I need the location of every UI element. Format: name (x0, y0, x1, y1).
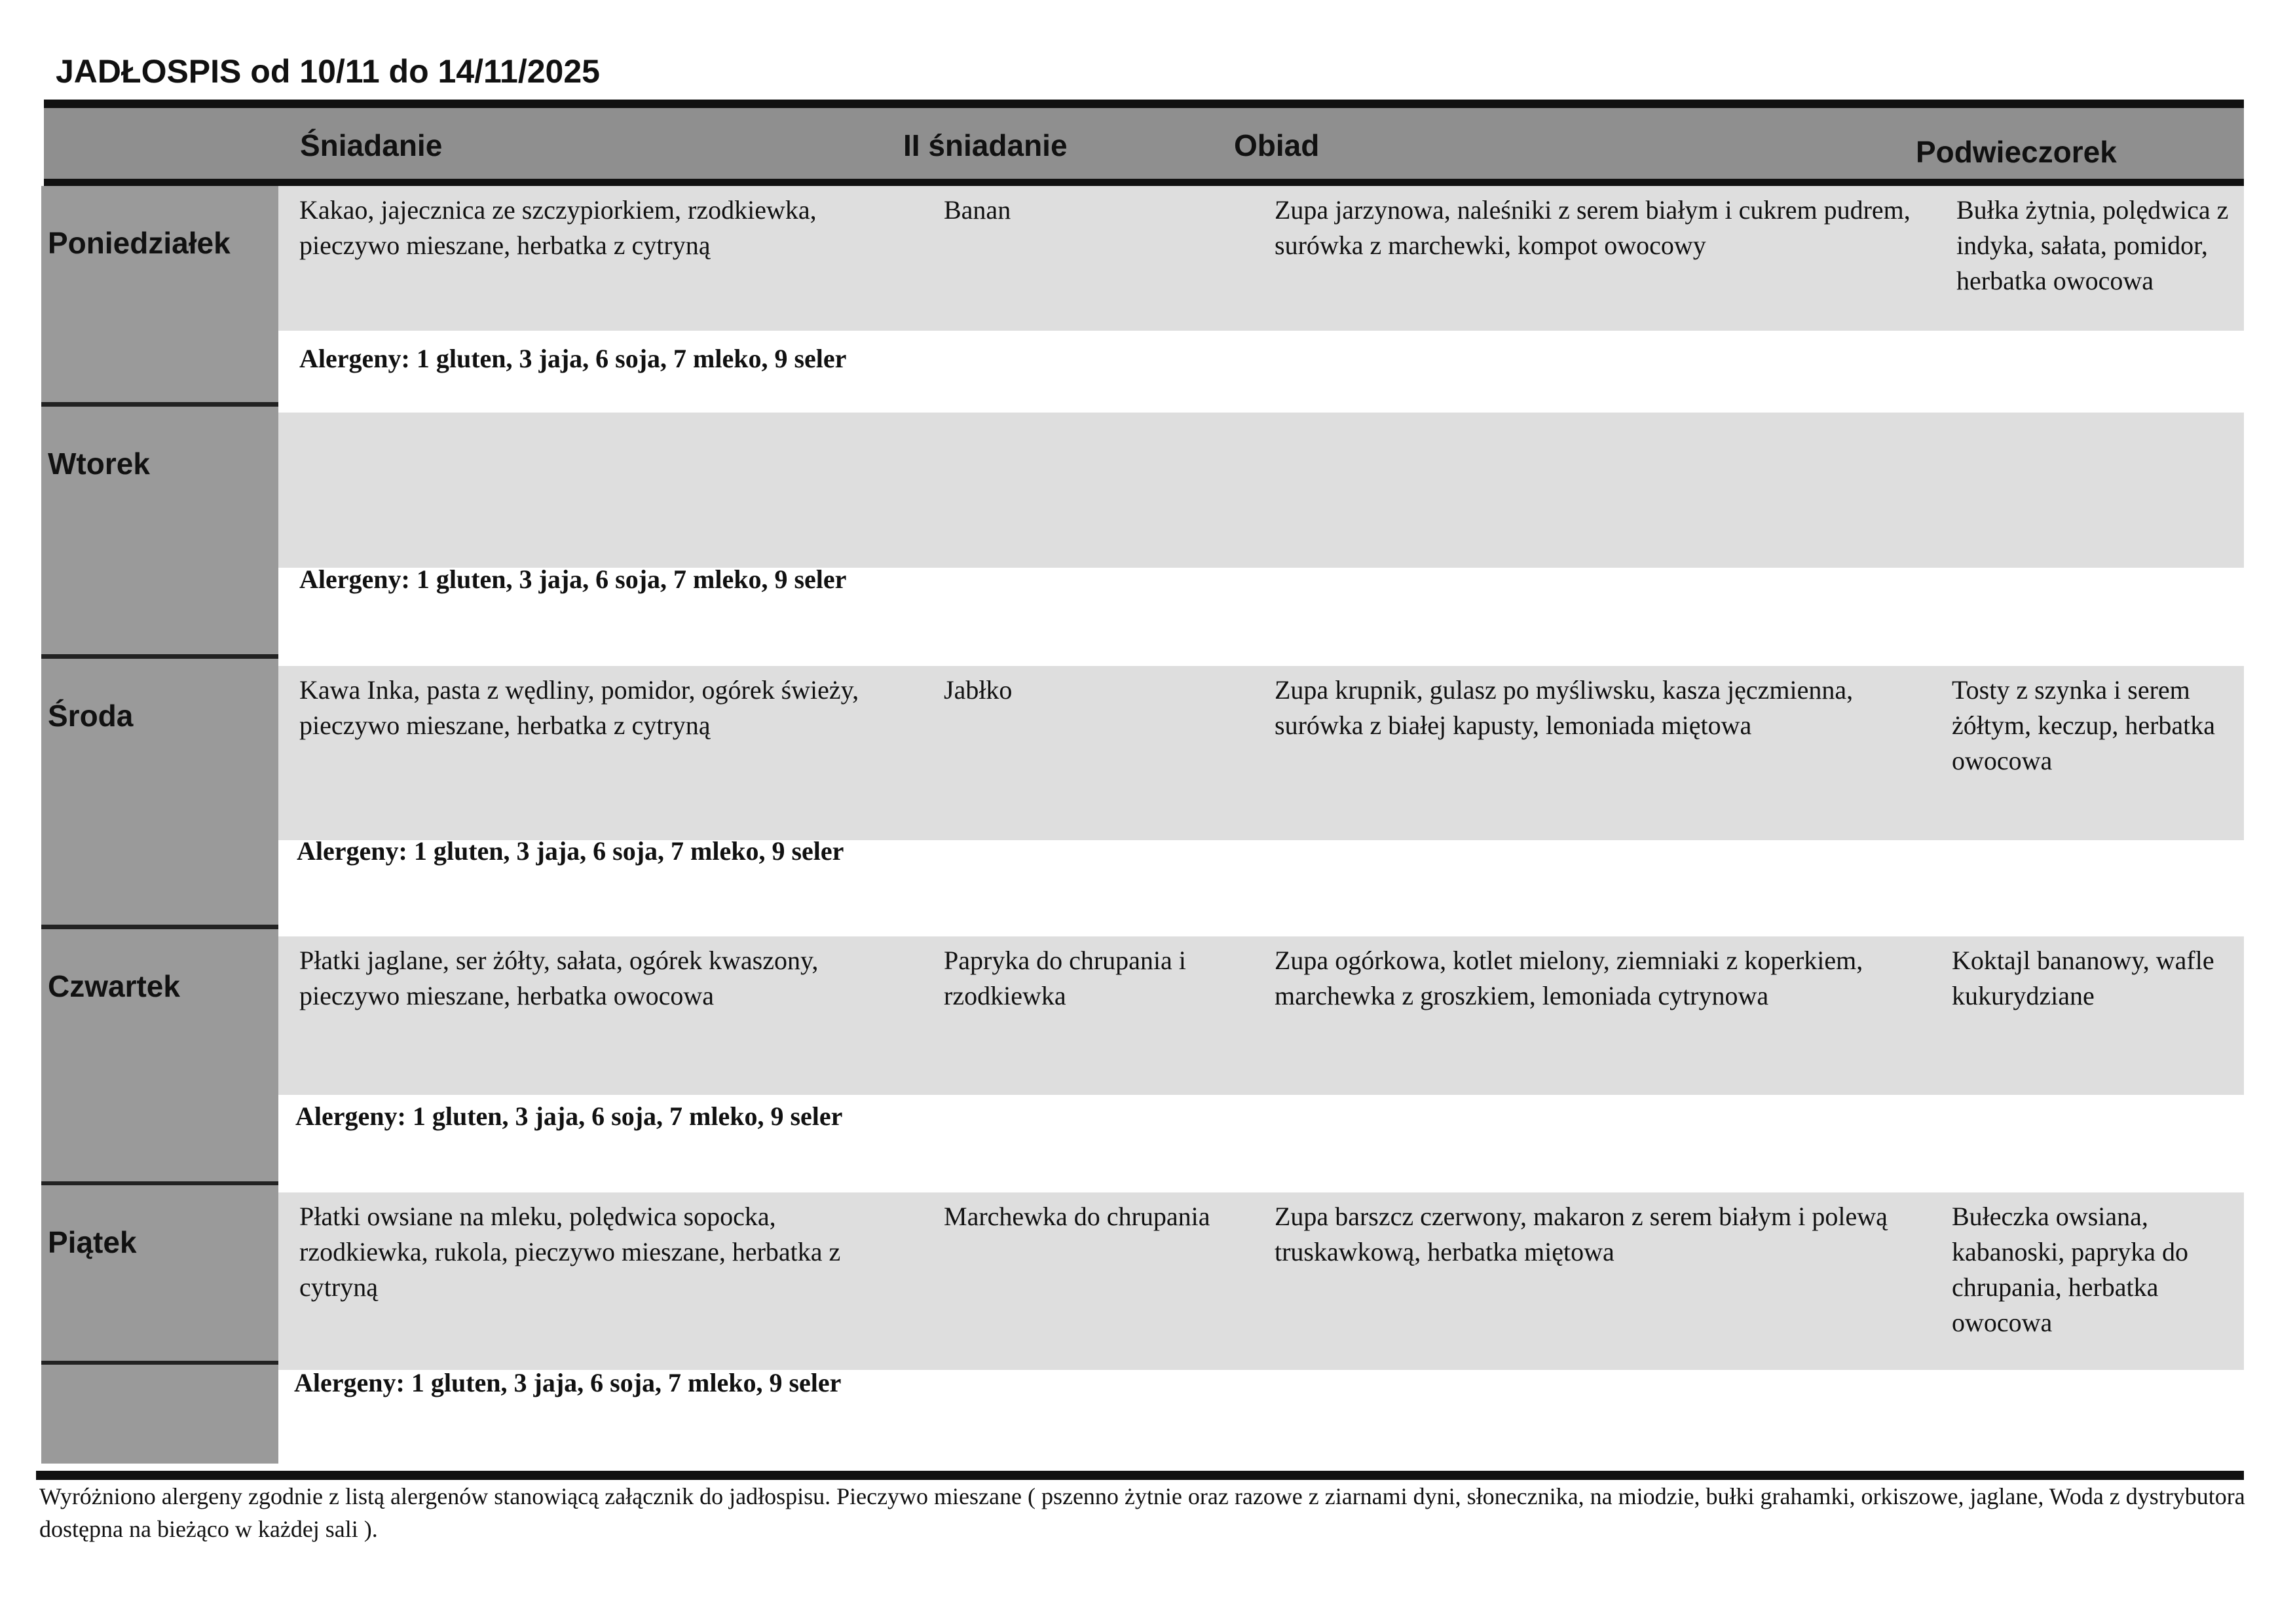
allergens: Alergeny: 1 gluten, 3 jaja, 6 soja, 7 ml… (299, 344, 847, 373)
day-cell: Środa (41, 659, 278, 925)
page-title: JADŁOSPIS od 10/11 do 14/11/2025 (56, 53, 600, 90)
meal-band: Płatki jaglane, ser żółty, sałata, ogóre… (278, 936, 2244, 1095)
row-divider (41, 654, 278, 659)
cell-podwieczorek: Bułka żytnia, polędwica z indyka, sałata… (1956, 195, 2229, 295)
header-rule (44, 179, 2244, 186)
header-sniadanie: Śniadanie (300, 128, 443, 162)
cell-sniadanie: Płatki owsiane na mleku, polędwica sopoc… (299, 1202, 841, 1302)
cell-ii-sniadanie: Marchewka do chrupania (944, 1202, 1210, 1231)
day-cell: Czwartek (41, 929, 278, 1181)
cell-ii-sniadanie: Banan (944, 195, 1011, 225)
cell-obiad: Zupa jarzynowa, naleśniki z serem białym… (1275, 195, 1911, 260)
table-header: Śniadanie II śniadanie Obiad Podwieczore… (44, 108, 2244, 179)
meal-band: Płatki owsiane na mleku, polędwica sopoc… (278, 1192, 2244, 1370)
cell-ii-sniadanie: Papryka do chrupania i rzodkiewka (944, 946, 1186, 1010)
allergens: Alergeny: 1 gluten, 3 jaja, 6 soja, 7 ml… (299, 564, 847, 594)
day-label: Piątek (48, 1225, 137, 1259)
day-label: Środa (48, 699, 134, 733)
allergens: Alergeny: 1 gluten, 3 jaja, 6 soja, 7 ml… (294, 1368, 842, 1397)
day-cell: Piątek (41, 1185, 278, 1464)
cell-podwieczorek: Bułeczka owsiana, kabanoski, papryka do … (1952, 1202, 2189, 1337)
row-divider (41, 1361, 278, 1365)
footer-note: Wyróżniono alergeny zgodnie z listą aler… (39, 1483, 2245, 1542)
meal-band (278, 413, 2244, 568)
table-row: Środa Kawa Inka, pasta z wędliny, pomido… (41, 659, 2244, 929)
day-label: Czwartek (48, 969, 180, 1003)
day-label: Poniedziałek (48, 226, 231, 260)
header-ii-sniadanie: II śniadanie (903, 128, 1068, 162)
cell-obiad: Zupa barszcz czerwony, makaron z serem b… (1275, 1202, 1888, 1266)
table-row: Piątek Płatki owsiane na mleku, polędwic… (41, 1185, 2244, 1464)
table-row: Wtorek Alergeny: 1 gluten, 3 jaja, 6 soj… (41, 407, 2244, 659)
meal-band: Kakao, jajecznica ze szczypiorkiem, rzod… (278, 186, 2244, 331)
table-row: Czwartek Płatki jaglane, ser żółty, sała… (41, 929, 2244, 1186)
cell-sniadanie: Kawa Inka, pasta z wędliny, pomidor, ogó… (299, 675, 859, 740)
header-podwieczorek: Podwieczorek (1916, 135, 2117, 169)
cell-ii-sniadanie: Jabłko (944, 675, 1013, 705)
row-divider (41, 402, 278, 407)
day-cell: Poniedziałek (41, 186, 278, 402)
allergens: Alergeny: 1 gluten, 3 jaja, 6 soja, 7 ml… (295, 1101, 843, 1131)
cell-sniadanie: Kakao, jajecznica ze szczypiorkiem, rzod… (299, 195, 817, 260)
meal-band: Kawa Inka, pasta z wędliny, pomidor, ogó… (278, 666, 2244, 840)
cell-obiad: Zupa ogórkowa, kotlet mielony, ziemniaki… (1275, 946, 1863, 1010)
top-rule (44, 100, 2244, 108)
header-obiad: Obiad (1234, 128, 1320, 162)
allergens: Alergeny: 1 gluten, 3 jaja, 6 soja, 7 ml… (297, 836, 844, 866)
cell-obiad: Zupa krupnik, gulasz po myśliwsku, kasza… (1275, 675, 1854, 740)
row-divider (41, 1181, 278, 1186)
bottom-rule (36, 1471, 2244, 1480)
day-label: Wtorek (48, 447, 150, 481)
table-row: Poniedziałek Kakao, jajecznica ze szczyp… (41, 186, 2244, 407)
cell-sniadanie: Płatki jaglane, ser żółty, sałata, ogóre… (299, 946, 819, 1010)
cell-podwieczorek: Tosty z szynka i serem żółtym, keczup, h… (1952, 675, 2216, 775)
row-divider (41, 925, 278, 929)
cell-podwieczorek: Koktajl bananowy, wafle kukurydziane (1952, 946, 2214, 1010)
day-cell: Wtorek (41, 407, 278, 654)
